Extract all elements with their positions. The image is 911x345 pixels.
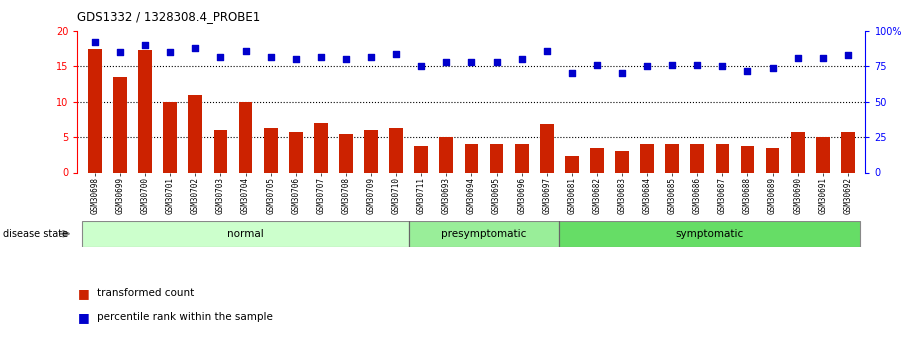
Bar [83, 221, 409, 247]
Bar [213, 130, 228, 172]
Point [715, 63, 730, 69]
Bar [691, 144, 704, 172]
Point [464, 59, 478, 65]
Point [741, 68, 755, 73]
Bar [791, 132, 804, 172]
Bar [364, 130, 378, 172]
Text: percentile rank within the sample: percentile rank within the sample [97, 313, 273, 322]
Point [213, 54, 228, 59]
Bar [489, 144, 504, 172]
Text: normal: normal [227, 229, 264, 239]
Bar [415, 146, 428, 172]
Point [539, 48, 554, 53]
Bar [540, 125, 554, 172]
Text: transformed count: transformed count [97, 288, 195, 298]
Point [363, 54, 378, 59]
Text: ■: ■ [77, 287, 89, 300]
Point [565, 71, 579, 76]
Bar [439, 137, 454, 172]
Bar [559, 221, 860, 247]
Point [665, 62, 680, 68]
Point [589, 62, 604, 68]
Bar [841, 132, 855, 172]
Point [339, 57, 353, 62]
Point [515, 57, 529, 62]
Point [690, 62, 704, 68]
Bar [715, 144, 730, 172]
Point [489, 59, 504, 65]
Text: ■: ■ [77, 311, 89, 324]
Point [414, 63, 428, 69]
Point [313, 54, 328, 59]
Bar [389, 128, 403, 172]
Bar [163, 102, 178, 172]
Bar [665, 144, 679, 172]
Bar [565, 156, 578, 172]
Bar [289, 132, 302, 172]
Bar [816, 137, 830, 172]
Point [263, 54, 278, 59]
Bar [138, 50, 152, 172]
Point [615, 71, 630, 76]
Text: symptomatic: symptomatic [676, 229, 744, 239]
Point [815, 55, 830, 61]
Bar [189, 95, 202, 172]
Text: GDS1332 / 1328308.4_PROBE1: GDS1332 / 1328308.4_PROBE1 [77, 10, 261, 23]
Point [389, 51, 404, 57]
Bar [615, 151, 629, 172]
Point [841, 52, 855, 58]
Point [439, 59, 454, 65]
Bar [88, 49, 102, 172]
Bar [515, 144, 528, 172]
Bar [409, 221, 559, 247]
Point [640, 63, 654, 69]
Bar [339, 134, 353, 172]
Point [239, 48, 253, 53]
Point [289, 57, 303, 62]
Point [138, 42, 152, 48]
Point [87, 40, 102, 45]
Bar [640, 144, 654, 172]
Point [113, 50, 128, 55]
Text: disease state: disease state [3, 229, 67, 239]
Bar [765, 148, 780, 172]
Point [791, 55, 805, 61]
Text: presymptomatic: presymptomatic [441, 229, 527, 239]
Point [163, 50, 178, 55]
Bar [239, 102, 252, 172]
Point [188, 45, 202, 51]
Bar [465, 144, 478, 172]
Bar [113, 77, 127, 172]
Bar [264, 128, 278, 172]
Point [765, 65, 780, 71]
Bar [314, 123, 328, 172]
Bar [741, 146, 754, 172]
Bar [590, 148, 604, 172]
